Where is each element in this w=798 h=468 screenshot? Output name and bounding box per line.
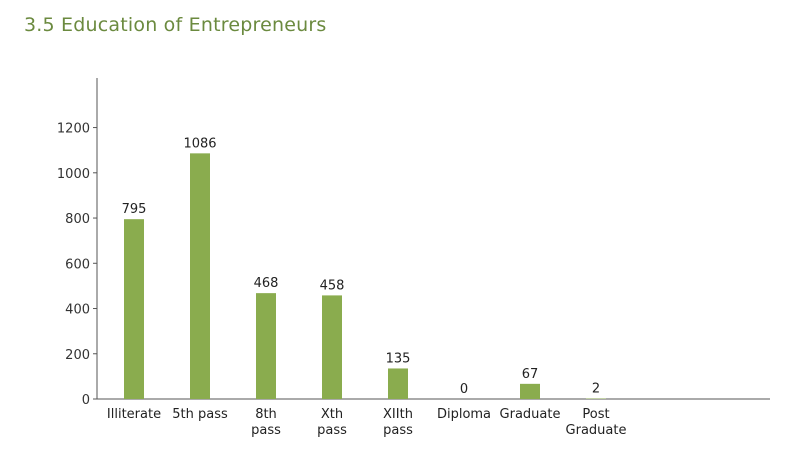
category-label-line: 8th: [255, 407, 277, 422]
data-label: 67: [522, 367, 539, 382]
y-tick-label: 200: [65, 348, 90, 363]
category-label: Illiterate: [107, 407, 161, 422]
category-label-line: XIIth: [383, 407, 413, 422]
data-labels: 795 1086 468 458 135 0 67 2: [122, 136, 601, 397]
data-label: 468: [254, 276, 279, 291]
bar: [256, 293, 276, 399]
data-label: 2: [592, 382, 600, 397]
bars: [124, 153, 606, 399]
category-label: Diploma: [437, 407, 491, 422]
y-tick-label: 600: [65, 257, 90, 272]
category-label-line: 5th pass: [172, 407, 228, 422]
category-label-line: Graduate: [500, 407, 561, 422]
category-label-line: Xth: [321, 407, 343, 422]
category-label-line: pass: [317, 423, 347, 438]
data-label: 135: [386, 351, 411, 366]
category-label-line: pass: [383, 423, 413, 438]
category-label: 8th pass: [251, 407, 281, 438]
category-label: 5th pass: [172, 407, 228, 422]
bar: [124, 219, 144, 399]
chart-title: 3.5 Education of Entrepreneurs: [24, 14, 327, 36]
category-label-line: Graduate: [566, 423, 627, 438]
data-label: 0: [460, 382, 468, 397]
data-label: 458: [320, 278, 345, 293]
y-tick-label: 1000: [57, 167, 90, 182]
category-label: Xth pass: [317, 407, 347, 438]
category-label-line: pass: [251, 423, 281, 438]
bar: [388, 368, 408, 399]
category-label-line: Post: [582, 407, 609, 422]
y-tick-label: 1200: [57, 122, 90, 137]
bar: [322, 295, 342, 399]
category-label: Post Graduate: [566, 407, 627, 438]
y-axis: 0 200 400 600 800 1000 1200: [57, 78, 98, 408]
data-label: 795: [122, 202, 147, 217]
y-tick-label: 400: [65, 303, 90, 318]
category-label-line: Illiterate: [107, 407, 161, 422]
category-label: XIIth pass: [383, 407, 413, 438]
bar: [190, 153, 210, 399]
y-tick-label: 800: [65, 212, 90, 227]
category-label-line: Diploma: [437, 407, 491, 422]
y-tick-label: 0: [82, 393, 90, 408]
data-label: 1086: [183, 136, 216, 151]
bar: [520, 383, 540, 399]
category-label: Graduate: [500, 407, 561, 422]
